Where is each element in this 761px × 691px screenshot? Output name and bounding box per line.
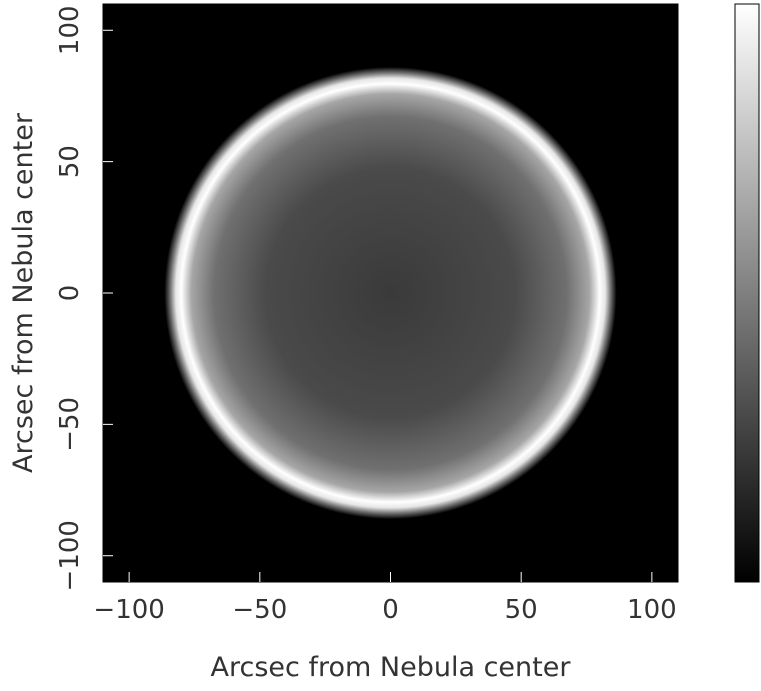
y-tick-label: 50: [55, 145, 85, 178]
y-tick-label: 100: [55, 5, 85, 55]
y-tick-label: 0: [55, 285, 85, 302]
x-tick-label: −100: [93, 595, 164, 625]
y-tick-label: −50: [55, 397, 85, 452]
x-tick-label: 100: [627, 595, 677, 625]
y-axis-label: Arcsec from Nebula center: [8, 112, 39, 473]
x-tick-label: −50: [232, 595, 287, 625]
nebula-shell: [164, 66, 617, 520]
x-tick-label: 50: [505, 595, 538, 625]
colorbar: [734, 3, 760, 583]
x-axis-ticks: −100 −50 0 50 100: [93, 572, 677, 625]
y-tick-label: −100: [55, 520, 85, 591]
y-axis-ticks: −100 −50 0 50 100: [55, 5, 113, 591]
x-tick-label: 0: [382, 595, 399, 625]
x-axis-label: Arcsec from Nebula center: [211, 652, 572, 683]
